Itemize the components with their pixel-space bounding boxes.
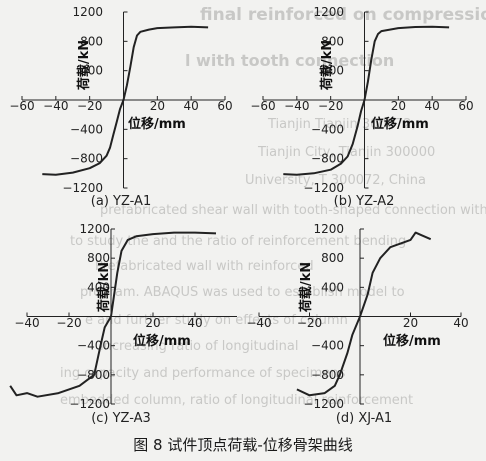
background-text-line: to study the and the ratio of reinforcem… [70,234,406,249]
panel-label: (a) YZ-A1 [91,194,151,209]
y-tick-label: −1200 [69,397,110,411]
y-tick-label: −400 [311,339,344,353]
x-axis-label: 位移/mm [371,116,429,132]
load-displacement-curve [296,231,432,397]
x-tick-label: −20 [318,99,343,113]
background-text-line: l with tooth connection [185,51,394,70]
y-tick-label: −1200 [303,181,344,195]
load-displacement-curve [283,25,450,176]
x-tick-label: −60 [250,99,275,113]
x-tick-label: 40 [184,99,199,113]
background-text-line: embedded column, ratio of longitudinal r… [60,393,413,408]
chart-panel-b: −60 −40 −20 20 40 60 −1200 −800 −400 400 800 1200 荷载… [250,5,473,209]
y-tick-label: 400 [80,64,103,78]
chart-panel-a: −60 −40 −20 20 40 60 −1200 −800 −400 400 800 1200 荷载… [9,5,232,209]
background-text-line: Tianjin Tianjin 300072, [267,117,416,132]
y-tick-label: 800 [321,34,344,48]
y-tick-label: 800 [87,251,110,265]
y-tick-label: −400 [77,339,110,353]
y-tick-label: −400 [70,122,103,136]
y-tick-label: −1200 [62,181,103,195]
y-tick-label: 1200 [72,5,103,19]
x-axis-label: 位移/mm [383,333,441,349]
x-tick-label: 40 [453,316,468,330]
x-tick-label: −20 [56,316,81,330]
x-tick-label: −60 [9,99,34,113]
x-tick-label: 20 [150,99,165,113]
y-axis-label: 荷载/kN [96,262,112,313]
panel-label: (d) XJ-A1 [336,411,392,426]
x-tick-label: 60 [217,99,232,113]
x-tick-label: 20 [391,99,406,113]
background-text-line: Tianjin City, Tianjin 300000 [257,145,435,160]
y-tick-label: −400 [311,122,344,136]
background-text-line: University, T 300072, China [245,173,426,188]
x-tick-label: −40 [246,316,271,330]
y-tick-label: −1200 [303,397,344,411]
background-text-line: ing capacity and performance of specimen… [60,366,346,381]
x-tick-label: −20 [297,316,322,330]
y-tick-label: 400 [87,280,110,294]
background-text-line: prefabricated shear wall with tooth-shap… [100,203,486,218]
y-axis-label: 荷载/kN [298,262,314,313]
y-tick-label: 400 [321,280,344,294]
x-tick-label: 40 [187,316,202,330]
x-axis-label: 位移/mm [128,116,186,132]
y-tick-label: 1200 [79,222,110,236]
y-axis-label: 荷载/kN [319,40,335,91]
y-tick-label: 1200 [313,222,344,236]
x-tick-label: −40 [14,316,39,330]
figure-caption: 图 8 试件顶点荷载-位移骨架曲线 [133,436,353,454]
chart-panel-c: −40 −20 20 40−1200−800−4004008001200荷载/kN位移… [9,222,237,426]
y-tick-label: −800 [311,368,344,382]
x-tick-label: −20 [77,99,102,113]
background-text-line: final reinforced on compression [200,5,486,25]
y-tick-label: 800 [80,34,103,48]
background-text-line: program. ABAQUS was used to establish mo… [80,285,405,300]
x-tick-label: 20 [403,316,418,330]
y-tick-label: −800 [70,152,103,166]
chart-panel-d: −40 −20 20 40 −1200 −800 −400 400 800 1200 荷载/kN 位移… [246,222,468,426]
y-tick-label: 800 [321,251,344,265]
x-axis-label: 位移/mm [133,333,191,349]
x-tick-label: −40 [284,99,309,113]
background-text-line: increasing ratio of longitudinal [100,339,299,354]
background-text-line: Prefabricated wall with reinforced [95,259,314,274]
y-tick-label: 1200 [313,5,344,19]
panel-label: (c) YZ-A3 [91,411,151,426]
panel-label: (b) YZ-A2 [334,194,395,209]
x-tick-label: 60 [458,99,473,113]
y-tick-label: −800 [311,152,344,166]
x-tick-label: 20 [145,316,160,330]
x-tick-label: 40 [425,99,440,113]
load-displacement-curve [42,25,209,176]
y-tick-label: 400 [321,64,344,78]
x-tick-label: −40 [43,99,68,113]
load-displacement-curve [9,231,217,398]
y-axis-label: 荷载/kN [76,40,92,91]
